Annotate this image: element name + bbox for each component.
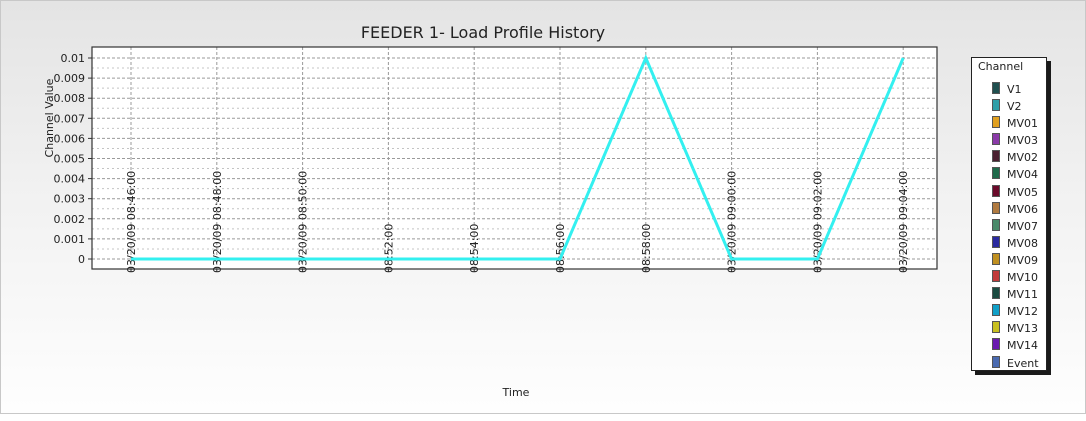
x-axis-title: Time bbox=[502, 386, 530, 399]
legend-swatch bbox=[992, 252, 1000, 265]
x-tick-label: 08:58:00 bbox=[640, 224, 653, 273]
legend-item[interactable]: MV11 bbox=[992, 286, 1039, 303]
legend-swatch bbox=[992, 167, 1000, 180]
legend-label: V1 bbox=[1007, 83, 1022, 96]
legend-item[interactable]: MV01 bbox=[992, 115, 1039, 132]
y-axis-title: Channel Value bbox=[43, 78, 56, 157]
y-tick-label: 0 bbox=[78, 253, 85, 266]
legend-label: MV04 bbox=[1007, 168, 1039, 182]
legend-item[interactable]: V1 bbox=[992, 81, 1039, 98]
legend-swatch bbox=[992, 321, 1000, 334]
x-tick-label: 08:54:00 bbox=[468, 224, 481, 273]
legend-label: MV10 bbox=[1007, 271, 1039, 285]
legend-item[interactable]: MV05 bbox=[992, 184, 1039, 201]
y-tick-label: 0.001 bbox=[54, 233, 86, 246]
legend-item[interactable]: MV10 bbox=[992, 269, 1039, 286]
y-tick-label: 0.003 bbox=[54, 193, 86, 206]
y-tick-label: 0.002 bbox=[54, 213, 86, 226]
legend-swatch bbox=[992, 287, 1000, 300]
legend-label: MV03 bbox=[1007, 134, 1039, 148]
legend-label: MV14 bbox=[1007, 339, 1039, 353]
y-tick-label: 0.007 bbox=[54, 112, 86, 125]
legend-swatch bbox=[992, 133, 1000, 146]
legend-swatch bbox=[992, 116, 1000, 129]
legend-item[interactable]: MV03 bbox=[992, 132, 1039, 149]
y-tick-label: 0.006 bbox=[54, 132, 86, 145]
legend-item[interactable]: MV14 bbox=[992, 337, 1039, 354]
legend-label: V2 bbox=[1007, 100, 1022, 114]
legend-label: MV05 bbox=[1007, 185, 1039, 199]
legend-label: MV12 bbox=[1007, 305, 1039, 319]
legend-item[interactable]: MV06 bbox=[992, 201, 1039, 218]
legend-swatch bbox=[992, 150, 1000, 163]
legend-items: V1 V2 MV01 MV03 MV02 MV04 MV05 MV06 MV07 MV08 MV09… bbox=[992, 81, 1039, 372]
legend-swatch bbox=[992, 355, 1000, 368]
legend: Channel V1 V2 MV01 MV03 MV02 MV04 MV05 MV06 MV07… bbox=[971, 57, 1047, 371]
legend-label: MV01 bbox=[1007, 117, 1039, 131]
y-tick-label: 0.004 bbox=[54, 173, 86, 186]
legend-item[interactable]: MV07 bbox=[992, 218, 1039, 235]
legend-item[interactable]: MV02 bbox=[992, 149, 1039, 166]
legend-item[interactable]: MV13 bbox=[992, 320, 1039, 337]
legend-label: MV09 bbox=[1007, 253, 1039, 267]
legend-swatch bbox=[992, 235, 1000, 248]
legend-swatch bbox=[992, 184, 1000, 197]
legend-title: Channel bbox=[978, 60, 1024, 73]
legend-item[interactable]: MV12 bbox=[992, 303, 1039, 320]
x-tick-label: 08:56:00 bbox=[554, 224, 567, 273]
x-tick-label: 03/20/09 08:46:00 bbox=[125, 171, 138, 273]
legend-swatch bbox=[992, 82, 1000, 94]
x-tick-label: 03/20/09 09:00:00 bbox=[726, 171, 739, 273]
y-tick-label: 0.009 bbox=[54, 72, 86, 85]
y-tick-label: 0.01 bbox=[61, 52, 86, 65]
legend-label: MV02 bbox=[1007, 151, 1039, 165]
legend-label: MV11 bbox=[1007, 288, 1039, 302]
legend-swatch bbox=[992, 270, 1000, 283]
legend-item[interactable]: MV04 bbox=[992, 166, 1039, 183]
chart-title: FEEDER 1- Load Profile History bbox=[361, 23, 605, 42]
legend-item[interactable]: V2 bbox=[992, 98, 1039, 115]
series-line bbox=[131, 54, 905, 261]
x-tick-label: 03/20/09 08:50:00 bbox=[297, 171, 310, 273]
y-tick-label: 0.005 bbox=[54, 153, 86, 166]
x-tick-label: 03/20/09 08:48:00 bbox=[211, 171, 224, 273]
legend-label: MV06 bbox=[1007, 202, 1039, 216]
legend-item[interactable]: MV09 bbox=[992, 252, 1039, 269]
legend-swatch bbox=[992, 304, 1000, 317]
legend-swatch bbox=[992, 218, 1000, 231]
legend-swatch bbox=[992, 99, 1000, 112]
legend-label: MV13 bbox=[1007, 322, 1039, 336]
legend-swatch bbox=[992, 338, 1000, 351]
legend-label: MV08 bbox=[1007, 236, 1039, 250]
legend-item[interactable]: MV08 bbox=[992, 235, 1039, 252]
legend-swatch bbox=[992, 201, 1000, 214]
x-tick-label: 08:52:00 bbox=[382, 224, 395, 273]
legend-label: MV07 bbox=[1007, 219, 1039, 233]
x-tick-label: 03/20/09 09:04:00 bbox=[897, 171, 910, 273]
y-tick-label: 0.008 bbox=[54, 92, 86, 105]
legend-label: Event bbox=[1007, 356, 1039, 370]
legend-item[interactable]: Event bbox=[992, 355, 1039, 372]
